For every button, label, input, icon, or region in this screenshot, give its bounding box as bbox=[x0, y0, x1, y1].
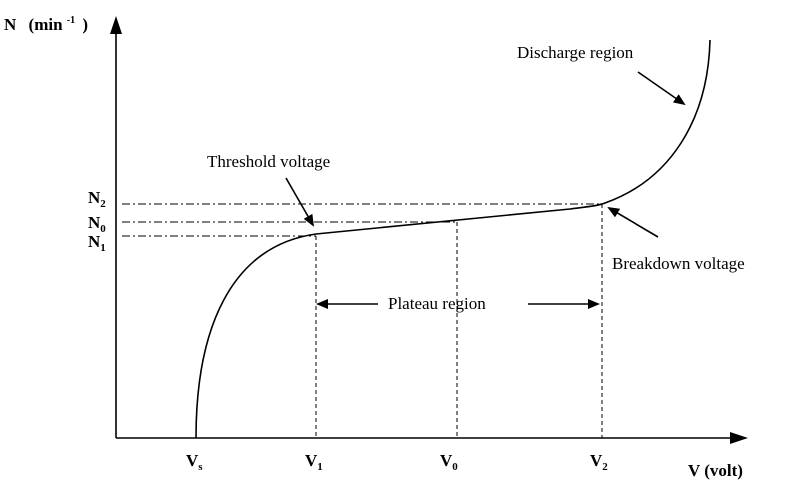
y-tick-n2: N2 bbox=[88, 188, 106, 210]
y-axis-unit-open: (min bbox=[29, 15, 64, 34]
y-axis-symbol: N bbox=[4, 15, 17, 34]
breakdown-arrow bbox=[607, 206, 659, 238]
breakdown-label: Breakdown voltage bbox=[612, 254, 745, 273]
count-rate-curve bbox=[195, 39, 711, 439]
plateau-label: Plateau region bbox=[388, 294, 486, 313]
discharge-label: Discharge region bbox=[517, 43, 634, 62]
x-tick-v0: V0 bbox=[440, 451, 458, 473]
x-tick-v2: V2 bbox=[590, 451, 608, 473]
y-axis-unit-close: ) bbox=[82, 15, 88, 34]
y-axis-title: N (min -1 ) bbox=[4, 8, 88, 34]
threshold-label: Threshold voltage bbox=[207, 152, 330, 171]
y-axis-unit-sup: -1 bbox=[67, 15, 75, 26]
threshold-arrow bbox=[285, 177, 314, 227]
y-tick-n0: N0 bbox=[88, 213, 106, 235]
y-axis-arrow bbox=[110, 16, 122, 34]
x-axis-arrow bbox=[730, 432, 748, 444]
x-axis-title: V (volt) bbox=[688, 461, 743, 480]
x-tick-v1: V1 bbox=[305, 451, 323, 473]
discharge-arrow bbox=[637, 71, 686, 106]
y-tick-n1: N1 bbox=[88, 232, 106, 254]
x-tick-vs: Vs bbox=[186, 451, 203, 473]
